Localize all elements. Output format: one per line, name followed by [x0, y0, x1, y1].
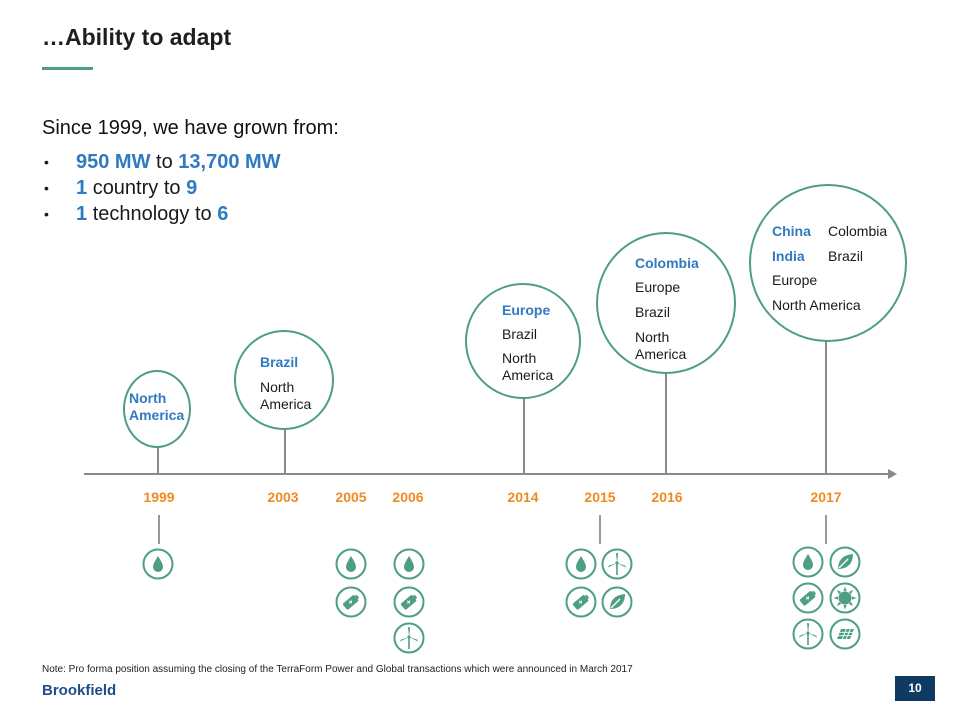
- growth-bullets: • 950 MW to 13,700 MW • 1 country to 9 •…: [44, 149, 281, 227]
- circle-2014-country: Brazil: [502, 326, 538, 342]
- wind-icon: [792, 618, 824, 650]
- circle-2016: Colombia Europe Brazil North America: [596, 232, 736, 374]
- year-label: 2016: [651, 489, 683, 505]
- stem-2003: [284, 429, 286, 473]
- circle-2003-country: America: [260, 396, 312, 412]
- bullet-dot: •: [44, 180, 49, 196]
- page-title: …Ability to adapt: [42, 24, 232, 50]
- storage-icon: [393, 586, 425, 618]
- biomass-icon: [829, 546, 861, 578]
- hydro-icon: [393, 548, 425, 580]
- circle-2016-country: America: [635, 346, 687, 362]
- circle-2016-country: North: [635, 329, 670, 345]
- technologies-from: 1: [76, 203, 88, 225]
- circle-2016-new-country: Colombia: [635, 255, 699, 271]
- circle-2017-new-country: India: [772, 248, 805, 264]
- countries-mid: country to: [92, 177, 181, 199]
- capacity-to: 13,700 MW: [178, 151, 281, 173]
- title-underline: [42, 67, 93, 70]
- bullet-technologies: • 1 technology to 6: [44, 201, 281, 227]
- hydro-icon: [565, 548, 597, 580]
- storage-icon: [335, 586, 367, 618]
- solar-thermal-icon: [829, 582, 861, 614]
- circle-2003-new-country: Brazil: [260, 354, 299, 370]
- circle-2017-country: Europe: [772, 272, 818, 288]
- year-label: 2017: [810, 489, 842, 505]
- circle-2014-country: America: [502, 367, 554, 383]
- footnote: Note: Pro forma position assuming the cl…: [42, 664, 633, 675]
- circle-2017-country: Colombia: [828, 223, 888, 239]
- wind-icon: [601, 548, 633, 580]
- year-label: 2003: [267, 489, 299, 505]
- circle-2003-country: North: [260, 379, 295, 395]
- stem-2016: [665, 373, 667, 473]
- circle-1999: North America: [123, 370, 191, 448]
- circle-2017-country: Brazil: [828, 248, 864, 264]
- timeline-axis: [84, 473, 890, 475]
- year-label: 2014: [507, 489, 539, 505]
- bullet-capacity: • 950 MW to 13,700 MW: [44, 149, 281, 175]
- timeline-arrowhead: [888, 469, 897, 479]
- circle-2016-country: Brazil: [635, 304, 671, 320]
- year-label: 1999: [143, 489, 175, 505]
- bullet-countries: • 1 country to 9: [44, 175, 281, 201]
- bullet-dot: •: [44, 154, 49, 170]
- capacity-from: 950 MW: [76, 151, 151, 173]
- hydro-icon: [792, 546, 824, 578]
- wind-icon: [393, 622, 425, 654]
- circle-2017: China India Colombia Brazil Europe North…: [749, 184, 907, 342]
- countries-from: 1: [76, 177, 88, 199]
- icon-stem-2017: [825, 515, 827, 544]
- icon-stem-2015: [599, 515, 601, 544]
- brand-logo-text: Brookfield: [42, 682, 117, 699]
- circle-2016-country: Europe: [635, 279, 681, 295]
- stem-2014: [523, 398, 525, 473]
- circle-2003: Brazil North America: [234, 330, 334, 430]
- stem-1999: [157, 447, 159, 473]
- technologies-to: 6: [217, 203, 229, 225]
- circle-2017-country: North America: [772, 297, 861, 313]
- storage-icon: [565, 586, 597, 618]
- icon-stem-1999: [158, 515, 160, 544]
- hydro-icon: [142, 548, 174, 580]
- year-label: 2005: [335, 489, 367, 505]
- solar-pv-icon: [829, 618, 861, 650]
- hydro-icon: [335, 548, 367, 580]
- countries-to: 9: [186, 177, 198, 199]
- storage-icon: [792, 582, 824, 614]
- year-label: 2015: [584, 489, 616, 505]
- biomass-icon: [601, 586, 633, 618]
- circle-2017-new-country: China: [772, 223, 811, 239]
- circle-2014: Europe Brazil North America: [465, 283, 581, 399]
- page-number: 10: [895, 676, 935, 701]
- stem-2017: [825, 341, 827, 473]
- bullet-dot: •: [44, 206, 49, 222]
- lead-text: Since 1999, we have grown from:: [42, 117, 339, 139]
- capacity-mid: to: [156, 151, 173, 173]
- circle-2014-country: North: [502, 350, 537, 366]
- year-label: 2006: [392, 489, 424, 505]
- circle-2014-new-country: Europe: [502, 302, 551, 318]
- circle-1999-new-country: North America: [129, 390, 185, 423]
- technologies-mid: technology to: [92, 203, 212, 225]
